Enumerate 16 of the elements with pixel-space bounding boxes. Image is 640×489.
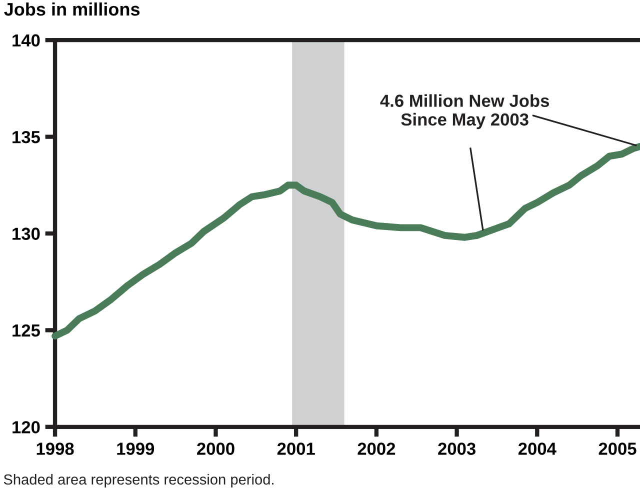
y-tick-label: 120	[12, 421, 40, 434]
x-tick-label: 2001	[277, 442, 315, 455]
text: Shaded area represents recession period.	[4, 474, 274, 488]
x-tick-label: 2003	[438, 442, 476, 455]
y-tick-label: 140	[12, 34, 40, 47]
y-tick-label: 125	[12, 324, 40, 337]
x-tick-label: 2005	[598, 442, 636, 455]
x-tick-label: 1998	[36, 442, 74, 455]
x-tick-label: 2004	[518, 442, 556, 455]
y-tick-label: 130	[12, 228, 40, 240]
x-tick-label: 1999	[117, 442, 154, 455]
x-tick-label: 2002	[358, 442, 396, 455]
y-tick-label: 135	[12, 130, 40, 144]
x-tick-label: 2000	[197, 442, 234, 455]
annotation: 4.6 Million New Jobs Since May 2003	[380, 94, 550, 130]
y-axis-title: Jobs in millions	[4, 2, 140, 16]
